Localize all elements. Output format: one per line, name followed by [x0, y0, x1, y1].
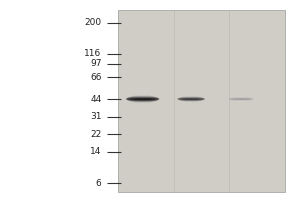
Ellipse shape	[131, 101, 154, 102]
Ellipse shape	[128, 100, 157, 101]
Text: kDa: kDa	[79, 0, 101, 1]
Ellipse shape	[187, 102, 196, 103]
Ellipse shape	[181, 97, 202, 98]
Ellipse shape	[177, 98, 205, 99]
Text: 200: 200	[84, 18, 101, 27]
Ellipse shape	[232, 97, 250, 98]
Ellipse shape	[127, 100, 158, 101]
Ellipse shape	[137, 103, 148, 104]
Text: 31: 31	[90, 112, 101, 121]
Ellipse shape	[130, 96, 155, 97]
Ellipse shape	[232, 100, 250, 101]
Ellipse shape	[127, 97, 158, 98]
Ellipse shape	[126, 99, 160, 100]
Ellipse shape	[135, 102, 150, 103]
Ellipse shape	[181, 100, 202, 101]
Ellipse shape	[185, 96, 197, 97]
Text: 44: 44	[90, 95, 101, 104]
Ellipse shape	[128, 97, 157, 98]
Ellipse shape	[178, 98, 205, 99]
Ellipse shape	[188, 95, 194, 96]
Ellipse shape	[126, 98, 159, 99]
Ellipse shape	[133, 96, 153, 97]
Ellipse shape	[237, 101, 245, 102]
Ellipse shape	[233, 97, 250, 98]
Ellipse shape	[180, 100, 203, 101]
Text: 116: 116	[84, 49, 101, 58]
Ellipse shape	[131, 96, 154, 97]
Ellipse shape	[185, 101, 197, 102]
Ellipse shape	[188, 102, 194, 103]
Ellipse shape	[178, 99, 205, 100]
Ellipse shape	[137, 94, 148, 95]
Text: 66: 66	[90, 73, 101, 82]
Ellipse shape	[177, 99, 205, 100]
Ellipse shape	[135, 95, 150, 96]
Ellipse shape	[127, 98, 159, 99]
Ellipse shape	[138, 103, 147, 104]
Ellipse shape	[236, 96, 246, 97]
Ellipse shape	[134, 102, 152, 103]
Ellipse shape	[229, 99, 253, 100]
Ellipse shape	[126, 99, 159, 100]
Text: 14: 14	[90, 147, 101, 156]
Ellipse shape	[234, 97, 249, 98]
Text: 97: 97	[90, 59, 101, 68]
Ellipse shape	[229, 99, 254, 100]
Text: 22: 22	[90, 130, 101, 139]
Ellipse shape	[134, 95, 152, 96]
Ellipse shape	[230, 98, 253, 99]
Ellipse shape	[184, 101, 199, 102]
Text: 6: 6	[96, 179, 101, 188]
Ellipse shape	[180, 97, 203, 98]
Bar	[118, 10, 285, 192]
Ellipse shape	[138, 94, 147, 95]
Ellipse shape	[188, 102, 195, 103]
Ellipse shape	[126, 98, 160, 99]
Ellipse shape	[184, 96, 199, 97]
Ellipse shape	[130, 101, 155, 102]
Ellipse shape	[229, 98, 253, 99]
Ellipse shape	[188, 95, 195, 96]
Ellipse shape	[233, 100, 250, 101]
Ellipse shape	[237, 96, 245, 97]
Ellipse shape	[129, 97, 156, 98]
Ellipse shape	[236, 101, 246, 102]
